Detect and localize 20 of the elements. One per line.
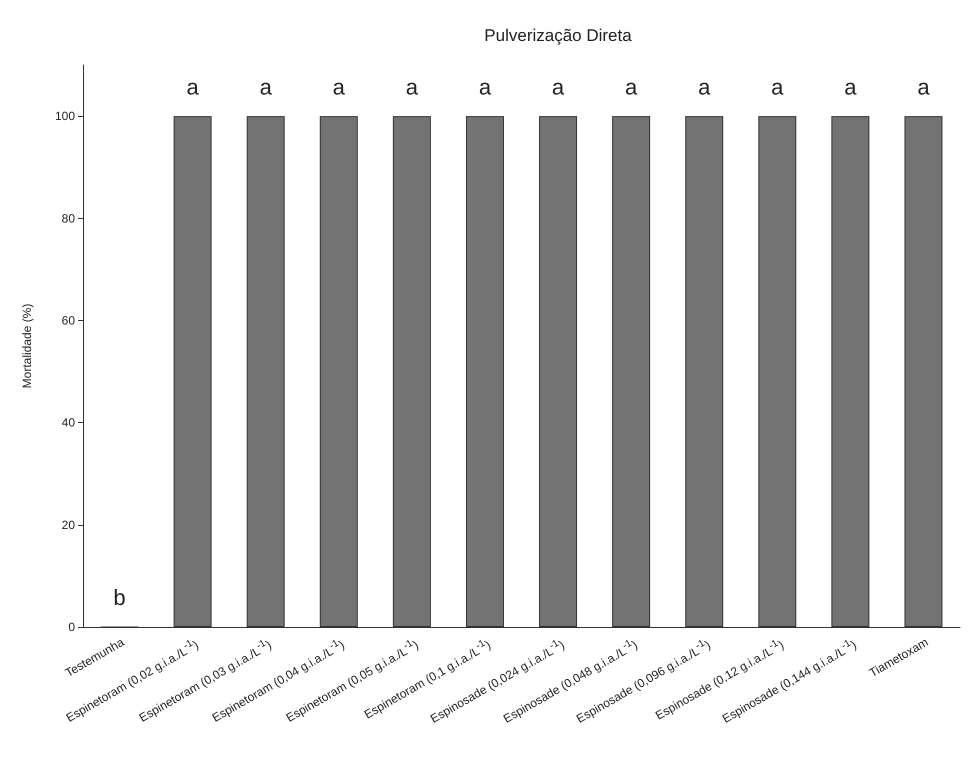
y-axis-title: Mortalidade (%) bbox=[20, 304, 34, 388]
data-label: a bbox=[406, 74, 419, 100]
data-label: a bbox=[260, 74, 273, 100]
data-label: a bbox=[771, 74, 784, 100]
data-label: a bbox=[844, 74, 858, 100]
data-label: a bbox=[332, 74, 346, 100]
data-label: a bbox=[698, 74, 712, 100]
y-tick-label: 0 bbox=[68, 620, 76, 634]
y-tick-label: 100 bbox=[54, 109, 76, 124]
data-label: b bbox=[113, 585, 126, 610]
y-tick-label: 60 bbox=[62, 313, 76, 328]
y-tick-label: 20 bbox=[62, 518, 76, 532]
y-tick-label: 40 bbox=[62, 416, 76, 430]
chart-title: Pulverização Direta bbox=[484, 26, 632, 45]
data-label: a bbox=[917, 74, 930, 100]
data-label: a bbox=[186, 74, 200, 100]
data-label: a bbox=[552, 74, 565, 100]
data-label: a bbox=[625, 74, 638, 100]
data-label: a bbox=[478, 74, 492, 100]
y-tick-label: 80 bbox=[62, 211, 76, 226]
